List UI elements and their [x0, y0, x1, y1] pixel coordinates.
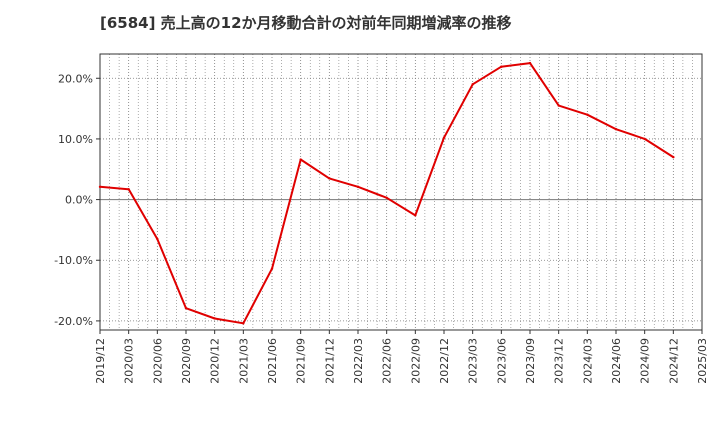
data-point-2021-12 — [328, 177, 331, 180]
data-point-2024-09 — [643, 137, 646, 141]
x-tick-label-3: 2020/09 — [180, 338, 193, 384]
data-point-2022-06 — [385, 196, 388, 199]
plot-area — [100, 54, 702, 330]
x-tick-label-18: 2024/06 — [610, 338, 623, 384]
x-tick-label-16: 2023/12 — [553, 338, 566, 384]
vertical-gridlines — [99, 54, 703, 330]
data-point-2022-12 — [442, 136, 446, 139]
data-point-2022-03 — [356, 185, 360, 189]
page-title: [6584] 売上高の12か月移動合計の対前年同期増減率の推移 — [100, 14, 512, 32]
x-axis-ticks: 2019/12 2020/03 2020/06 2020/09 2020/12 2021/… — [94, 330, 709, 384]
data-point-2020-06 — [156, 237, 159, 241]
data-point-2020-03 — [127, 188, 130, 191]
x-tick-label-19: 2024/09 — [639, 338, 652, 384]
data-point-2023-09 — [528, 61, 532, 65]
x-tick-label-21: 2025/03 — [696, 338, 709, 384]
y-tick-label-4: 20.0% — [58, 72, 93, 85]
data-point-2024-12 — [672, 155, 675, 159]
x-tick-label-0: 2019/12 — [94, 338, 107, 384]
y-axis-ticks: -20.0% -10.0% 0.0% 10.0% 20.0% — [54, 72, 100, 328]
data-point-2019-12 — [98, 185, 102, 189]
x-tick-label-14: 2023/06 — [495, 338, 508, 384]
x-tick-label-10: 2022/06 — [381, 338, 394, 384]
y-tick-label-2: 0.0% — [65, 194, 93, 207]
data-point-2023-12 — [557, 104, 560, 107]
y-tick-label-1: -10.0% — [54, 254, 93, 267]
x-tick-label-13: 2023/03 — [467, 338, 480, 384]
y-tick-label-3: 10.0% — [58, 133, 93, 146]
x-tick-label-6: 2021/06 — [266, 338, 279, 384]
x-tick-label-4: 2020/12 — [209, 338, 222, 384]
data-point-2021-03 — [242, 322, 245, 325]
x-tick-label-12: 2022/12 — [438, 338, 451, 384]
x-tick-label-9: 2022/03 — [352, 338, 365, 384]
x-tick-label-7: 2021/09 — [295, 338, 308, 384]
x-tick-label-2: 2020/06 — [151, 338, 164, 384]
x-tick-label-11: 2022/09 — [409, 338, 422, 384]
data-point-2021-09 — [299, 158, 302, 161]
data-point-2020-12 — [213, 317, 216, 320]
horizontal-gridlines — [100, 77, 702, 322]
data-point-2024-06 — [614, 128, 618, 131]
y-tick-label-0: -20.0% — [54, 315, 93, 328]
x-tick-label-5: 2021/03 — [237, 338, 250, 384]
data-point-2023-06 — [500, 65, 503, 68]
data-point-2024-03 — [586, 113, 589, 116]
data-point-2022-09 — [414, 214, 417, 217]
plot-border — [99, 53, 703, 331]
x-tick-label-15: 2023/09 — [524, 338, 537, 384]
x-tick-label-8: 2021/12 — [323, 338, 336, 384]
data-point-2020-09 — [184, 306, 188, 310]
x-tick-label-1: 2020/03 — [123, 338, 136, 384]
data-point-2023-03 — [471, 83, 474, 86]
x-tick-label-20: 2024/12 — [667, 338, 680, 384]
x-tick-label-17: 2024/03 — [581, 338, 594, 384]
data-point-2021-06 — [270, 267, 274, 270]
